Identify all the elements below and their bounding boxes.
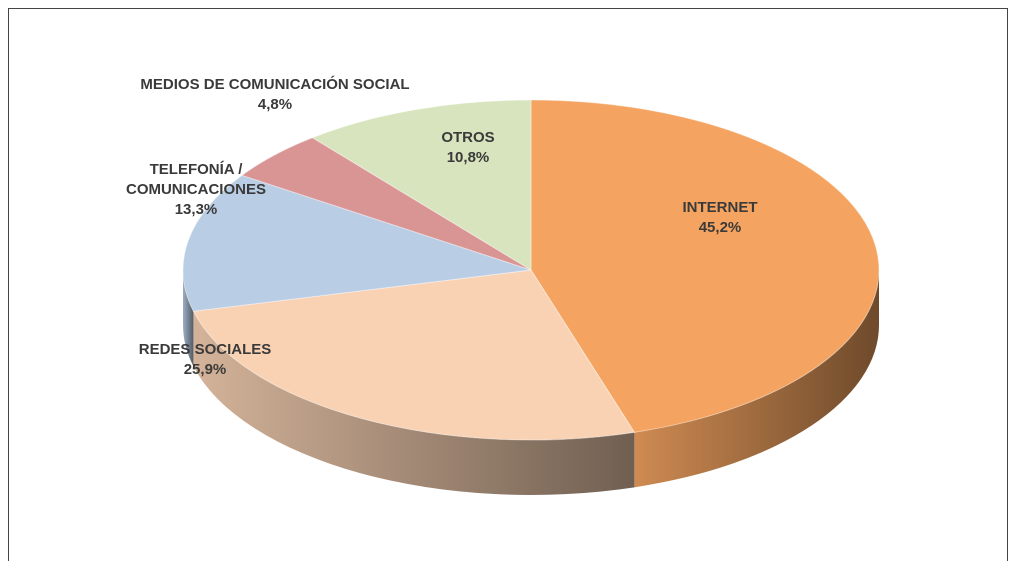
slice-label: REDES SOCIALES 25,9% (105, 340, 305, 380)
slice-label: TELEFONÍA / COMUNICACIONES 13,3% (106, 160, 286, 220)
slice (182, 174, 532, 312)
slice (530, 99, 880, 433)
slice-label: INTERNET 45,2% (620, 198, 820, 238)
value-label: 10,8% (446, 149, 490, 166)
value-label: 25,9% (183, 361, 227, 378)
category-label: OTROS (441, 129, 495, 146)
slice-label: MEDIOS DE COMUNICACIÓN SOCIAL 4,8% (75, 75, 475, 115)
slice (192, 269, 636, 441)
category-label: MEDIOS DE COMUNICACIÓN SOCIAL (140, 76, 410, 93)
slice-side (183, 270, 194, 367)
value-label: 4,8% (257, 96, 293, 113)
slice (311, 99, 532, 271)
slice-side (634, 270, 879, 488)
category-label: INTERNET (682, 199, 758, 216)
value-label: 13,3% (174, 201, 218, 218)
chart-frame (8, 8, 1008, 561)
slice-side (193, 311, 635, 495)
slice (240, 137, 532, 271)
slice-label: OTROS 10,8% (408, 128, 528, 168)
category-label: TELEFONÍA / COMUNICACIONES (125, 161, 266, 198)
value-label: 45,2% (698, 219, 742, 236)
category-label: REDES SOCIALES (138, 341, 272, 358)
